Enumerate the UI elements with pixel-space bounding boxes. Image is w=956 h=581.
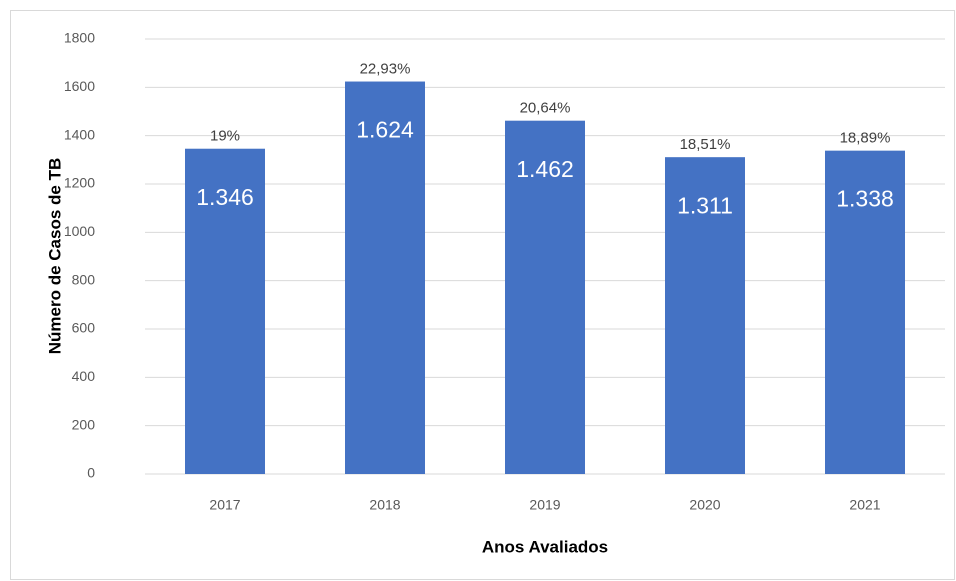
bar	[185, 148, 265, 474]
x-axis-title: Anos Avaliados	[482, 537, 608, 556]
chart-border	[10, 10, 955, 580]
x-tick-label: 2020	[689, 497, 720, 513]
value-label: 1.338	[836, 186, 894, 212]
y-tick-label: 1800	[64, 30, 95, 46]
y-tick-label: 1000	[64, 223, 95, 239]
annotation: 19%	[210, 128, 240, 145]
y-tick-label: 400	[72, 368, 96, 384]
bar	[345, 81, 425, 475]
annotation: 20,64%	[520, 100, 571, 117]
value-label: 1.311	[677, 192, 733, 218]
annotation: 18,89%	[840, 130, 891, 147]
value-label: 1.346	[196, 184, 254, 210]
x-tick-label: 2021	[849, 497, 880, 513]
value-label: 1.624	[356, 117, 414, 143]
x-tick-label: 2018	[369, 497, 400, 513]
y-axis-title: Número de Casos de TB	[45, 158, 64, 355]
x-tick-label: 2017	[209, 497, 240, 513]
annotation: 22,93%	[360, 61, 411, 78]
x-tick-label: 2019	[529, 497, 560, 513]
y-tick-label: 200	[72, 416, 96, 432]
value-label: 1.462	[516, 156, 574, 182]
annotation: 18,51%	[680, 136, 731, 153]
y-tick-label: 0	[87, 465, 95, 481]
y-tick-label: 1200	[64, 175, 95, 191]
y-tick-label: 1400	[64, 126, 95, 142]
y-tick-label: 800	[72, 271, 96, 287]
bar	[505, 120, 585, 474]
y-tick-label: 600	[72, 320, 96, 336]
bar	[825, 150, 905, 474]
bar	[665, 157, 745, 475]
y-tick-label: 1600	[64, 78, 95, 94]
